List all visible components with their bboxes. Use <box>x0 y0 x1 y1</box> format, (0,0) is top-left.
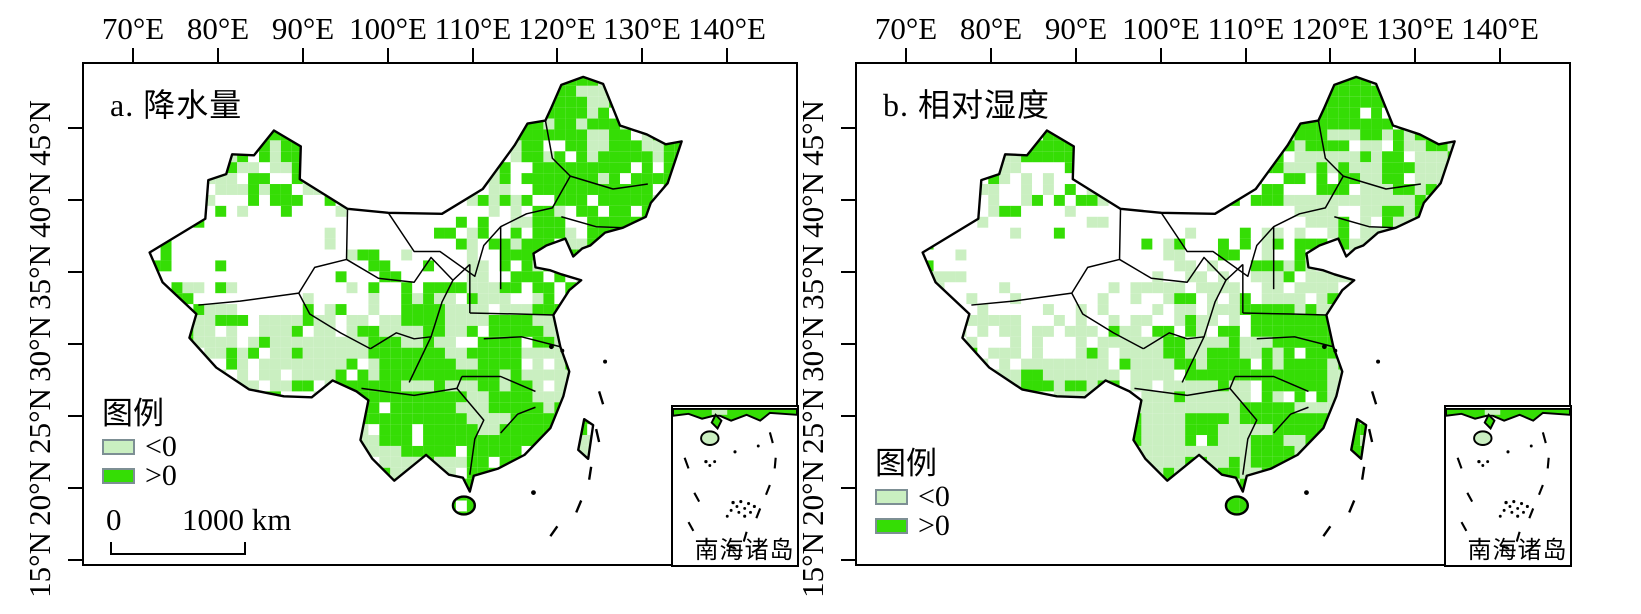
scale-bar-distance: 1000 km <box>182 502 292 537</box>
axis-tick <box>1075 48 1077 62</box>
legend-title: 图例 <box>875 446 937 481</box>
lon-tick-label: 140°E <box>688 11 766 46</box>
legend: 图例 <0 >0 <box>102 396 177 492</box>
lon-tick-label: 70°E <box>101 11 165 46</box>
lat-tick-label: 30°N <box>795 316 830 382</box>
axis-tick <box>841 487 855 489</box>
legend-label-negative: <0 <box>918 479 950 513</box>
axis-tick <box>132 48 134 62</box>
legend-item-positive: >0 <box>102 458 177 492</box>
south-china-sea-inset: 南海诸岛 <box>670 404 799 567</box>
inset-label: 南海诸岛 <box>1467 537 1568 564</box>
axis-tick <box>1160 48 1162 62</box>
axis-tick <box>302 48 304 62</box>
lon-tick-label: 140°E <box>1461 11 1539 46</box>
axis-tick <box>472 48 474 62</box>
lat-tick-label: 25°N <box>795 388 830 454</box>
axis-tick <box>726 48 728 62</box>
axis-tick <box>68 487 82 489</box>
lon-tick-label: 130°E <box>1376 11 1454 46</box>
lon-tick-label: 130°E <box>603 11 681 46</box>
legend-label-negative: <0 <box>145 429 177 463</box>
legend-swatch-negative <box>875 488 908 505</box>
lon-tick-label: 110°E <box>434 11 512 46</box>
scale-bar-rule <box>110 542 246 555</box>
lon-tick-label: 90°E <box>1044 11 1108 46</box>
axis-tick <box>1245 48 1247 62</box>
scale-bar-zero: 0 <box>106 502 122 537</box>
lat-tick-label: 20°N <box>22 460 57 526</box>
axis-tick <box>68 127 82 129</box>
axis-tick <box>841 127 855 129</box>
lat-tick-label: 35°N <box>22 244 57 310</box>
axis-tick <box>641 48 643 62</box>
axis-tick <box>556 48 558 62</box>
lon-tick-label: 120°E <box>518 11 596 46</box>
lon-tick-label: 100°E <box>1122 11 1200 46</box>
axis-tick <box>387 48 389 62</box>
lon-tick-label: 100°E <box>349 11 427 46</box>
lon-tick-label: 110°E <box>1207 11 1285 46</box>
lat-tick-label: 15°N <box>22 532 57 598</box>
axis-tick <box>841 343 855 345</box>
panel-title-relative-humidity: b. 相对湿度 <box>883 87 1051 123</box>
lat-tick-label: 15°N <box>795 532 830 598</box>
legend: 图例 <0 >0 <box>875 446 950 542</box>
axis-tick <box>68 559 82 561</box>
axis-tick <box>1329 48 1331 62</box>
legend-title: 图例 <box>102 396 164 431</box>
legend-item-positive: >0 <box>875 508 950 542</box>
legend-swatch-negative <box>102 438 135 455</box>
panel-title-precipitation: a. 降水量 <box>110 87 243 123</box>
axis-tick <box>841 271 855 273</box>
axis-tick <box>68 199 82 201</box>
south-china-sea-inset: 南海诸岛 <box>1443 404 1572 567</box>
axis-tick <box>68 343 82 345</box>
legend-label-positive: >0 <box>918 508 950 542</box>
scale-bar: 0 1000 km <box>104 502 374 560</box>
lat-tick-label: 35°N <box>795 244 830 310</box>
axis-tick <box>1414 48 1416 62</box>
axis-tick <box>841 559 855 561</box>
lat-tick-label: 25°N <box>22 388 57 454</box>
legend-swatch-positive <box>875 517 908 534</box>
lon-tick-label: 70°E <box>874 11 938 46</box>
axis-tick <box>841 415 855 417</box>
axis-tick <box>68 415 82 417</box>
lon-tick-label: 80°E <box>959 11 1023 46</box>
china-map-relative-humidity <box>921 75 1456 538</box>
lat-tick-label: 45°N <box>22 100 57 166</box>
lat-tick-label: 40°N <box>795 172 830 238</box>
inset-label: 南海诸岛 <box>694 537 795 564</box>
panel-relative-humidity: 70°E 80°E 90°E 100°E 110°E 120°E 130°E 1… <box>795 12 1572 598</box>
lon-tick-label: 90°E <box>271 11 335 46</box>
lon-tick-label: 80°E <box>186 11 250 46</box>
lat-tick-label: 30°N <box>22 316 57 382</box>
legend-item-negative: <0 <box>875 479 950 513</box>
axis-tick <box>905 48 907 62</box>
axis-tick <box>990 48 992 62</box>
lon-tick-label: 120°E <box>1291 11 1369 46</box>
legend-label-positive: >0 <box>145 458 177 492</box>
lat-tick-label: 20°N <box>795 460 830 526</box>
lat-tick-label: 40°N <box>22 172 57 238</box>
axis-tick <box>217 48 219 62</box>
axis-tick <box>841 199 855 201</box>
panel-precipitation: 70°E 80°E 90°E 100°E 110°E 120°E 130°E 1… <box>22 12 799 598</box>
legend-swatch-positive <box>102 467 135 484</box>
axis-tick <box>1499 48 1501 62</box>
axis-tick <box>68 271 82 273</box>
lat-tick-label: 45°N <box>795 100 830 166</box>
legend-item-negative: <0 <box>102 429 177 463</box>
